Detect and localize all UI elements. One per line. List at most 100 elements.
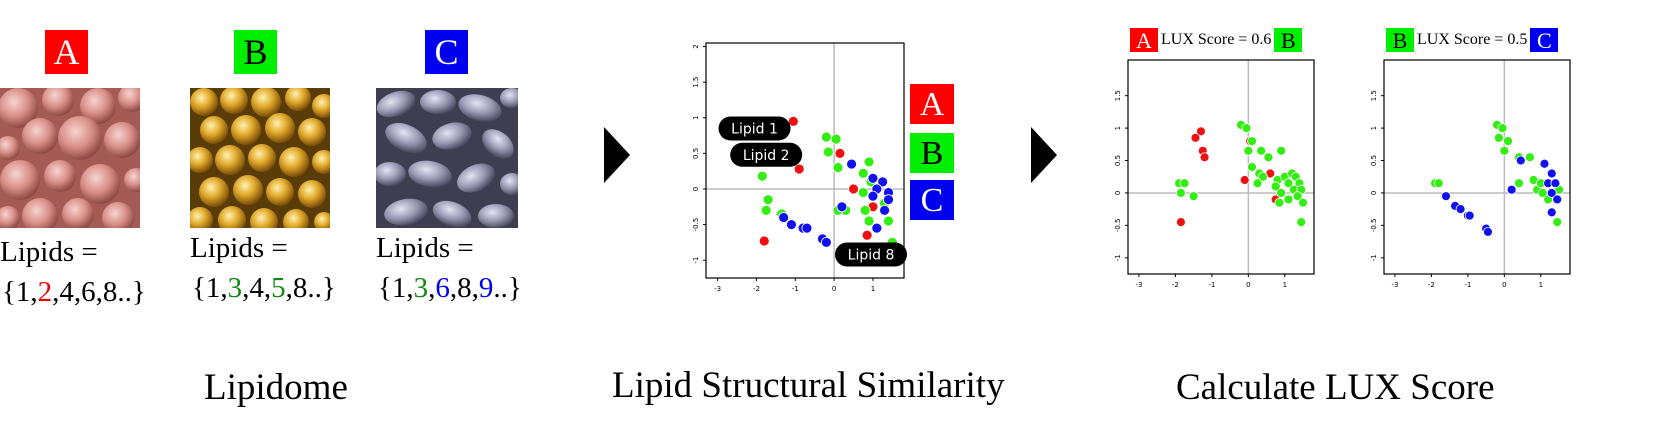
lipid-tag-bg xyxy=(730,142,803,167)
data-point-b xyxy=(822,146,834,158)
lipid-tag-bg xyxy=(835,242,907,267)
y-tick-label: -1 xyxy=(1114,254,1122,261)
x-tick-label: -2 xyxy=(753,285,760,293)
legend-b: B xyxy=(910,133,954,173)
data-point-b xyxy=(857,187,869,198)
plot-frame xyxy=(1383,59,1571,275)
data-point-b xyxy=(883,215,894,227)
y-tick-label: -0.5 xyxy=(1114,219,1122,233)
data-point-b xyxy=(1247,136,1257,146)
lipid-set-part: 6 xyxy=(435,272,450,304)
data-point-b xyxy=(1493,132,1504,143)
data-point-c xyxy=(877,176,889,188)
data-point-a xyxy=(1190,132,1201,143)
data-point-a xyxy=(861,229,873,241)
cell-image-a xyxy=(0,88,140,228)
data-point-b xyxy=(1179,178,1190,189)
data-point-b xyxy=(1175,188,1186,198)
lipid-tag-label: Lipid 2 xyxy=(743,148,790,164)
data-point-c xyxy=(1441,191,1451,202)
data-point-b xyxy=(1241,123,1252,133)
data-point-c xyxy=(1455,204,1466,215)
y-tick-label: -0.5 xyxy=(1370,219,1378,233)
lipid-set-part: {1, xyxy=(378,272,414,304)
data-point-b xyxy=(1270,181,1281,192)
y-tick-label: 0.5 xyxy=(1370,155,1378,166)
data-point-b xyxy=(1276,188,1287,198)
x-tick-label: -3 xyxy=(1135,281,1142,288)
lipid-tag-label: Lipid 1 xyxy=(731,121,778,137)
data-point-c xyxy=(1546,207,1557,218)
arrow-right-icon xyxy=(604,127,630,183)
x-tick-label: -3 xyxy=(1391,281,1398,288)
lipid-set-a: {1,2,4,6,8..} xyxy=(2,276,146,309)
data-point-b xyxy=(1503,136,1513,146)
data-point-b xyxy=(1263,152,1274,163)
x-tick-label: -1 xyxy=(1464,281,1471,288)
lux-score-title-bc: B LUX Score = 0.5 C xyxy=(1386,28,1559,53)
data-point-c xyxy=(820,236,832,248)
data-point-b xyxy=(1243,145,1254,156)
similarity-title: Lipid Structural Similarity xyxy=(612,365,1005,406)
y-tick-label: 1.5 xyxy=(1370,90,1378,101)
x-tick-label: 0 xyxy=(832,285,836,293)
data-point-b xyxy=(830,133,842,145)
lipid-set-part: , xyxy=(428,272,436,304)
y-tick-label: 1 xyxy=(1370,126,1378,130)
data-point-b xyxy=(762,194,774,206)
data-point-c xyxy=(1506,184,1517,195)
data-point-b xyxy=(1537,188,1548,198)
data-point-a xyxy=(1199,152,1210,163)
mini-label-c: C xyxy=(1530,28,1559,53)
lux-scatter-plot-ab: -3 -2 -1 0 1 -1 -0.5 0 0.5 1 1.5 xyxy=(1114,59,1315,288)
data-point-b xyxy=(1247,162,1257,172)
lipid-set-part: 3 xyxy=(413,272,429,304)
data-point-b xyxy=(859,204,871,216)
x-tick-label: -1 xyxy=(792,285,799,293)
y-tick-label: 0.5 xyxy=(692,148,700,159)
mini-label-a: A xyxy=(1130,28,1158,53)
data-point-b xyxy=(1188,191,1199,202)
data-point-c xyxy=(1546,188,1557,198)
data-point-b xyxy=(863,156,875,168)
organism-label-a: A xyxy=(45,30,88,74)
arrow-right-icon xyxy=(1031,127,1057,183)
x-tick-label: -2 xyxy=(1172,281,1179,288)
data-point-b xyxy=(832,162,844,174)
data-point-a xyxy=(793,163,805,175)
lipids-label-b: Lipids = xyxy=(190,232,288,264)
x-tick-label: -3 xyxy=(714,285,721,293)
x-tick-label: 0 xyxy=(1246,281,1250,288)
data-point-a xyxy=(787,115,799,127)
plot-frame xyxy=(705,42,905,279)
lipid-set-part: {1, xyxy=(2,276,38,308)
lipidome-title: Lipidome xyxy=(204,367,348,408)
data-point-b xyxy=(863,215,875,227)
data-point-a xyxy=(1175,217,1186,228)
data-point-c xyxy=(1515,155,1526,166)
data-point-b xyxy=(1283,178,1294,189)
data-point-c xyxy=(867,172,879,184)
x-tick-label: 0 xyxy=(1502,281,1506,288)
data-point-a xyxy=(834,147,846,159)
organism-label-c: C xyxy=(425,30,468,74)
y-tick-label: 1.5 xyxy=(1114,90,1122,101)
lipid-set-part: 3 xyxy=(227,272,243,304)
lipid-tag-bg xyxy=(718,116,791,141)
data-point-a xyxy=(1239,175,1250,185)
legend-c: C xyxy=(910,180,954,220)
cell-image-c xyxy=(376,88,518,228)
data-point-b xyxy=(1524,152,1535,163)
lux-score-bc: LUX Score = 0.5 xyxy=(1417,30,1528,48)
data-point-b xyxy=(1258,171,1268,182)
y-tick-label: 1 xyxy=(692,116,700,120)
y-tick-label: 1 xyxy=(1114,126,1122,130)
lipid-set-part: {1, xyxy=(192,272,228,304)
data-point-b xyxy=(1514,178,1524,189)
mini-label-b2: B xyxy=(1386,28,1414,53)
data-point-c xyxy=(1552,194,1563,205)
lux-score-title-ab: A LUX Score = 0.6 B xyxy=(1130,28,1303,53)
data-point-c xyxy=(1546,168,1557,179)
lipid-set-part: ,4, xyxy=(242,272,272,304)
x-tick-label: -2 xyxy=(1428,281,1435,288)
